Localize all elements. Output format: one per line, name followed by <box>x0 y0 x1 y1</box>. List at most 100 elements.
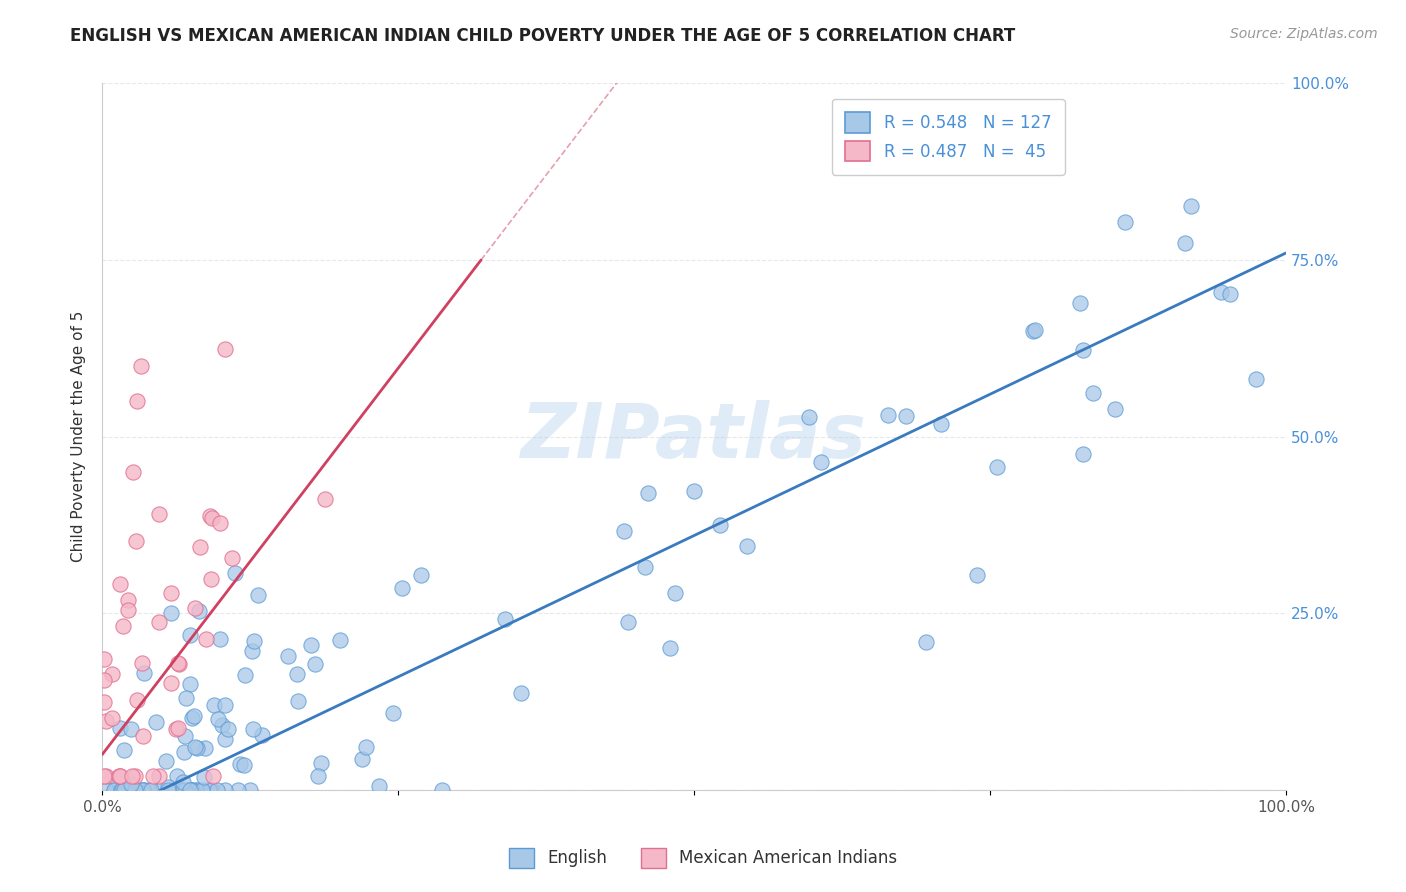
Point <box>148 769 170 783</box>
Point <box>188 540 211 554</box>
Point <box>93 652 115 666</box>
Point <box>709 517 731 532</box>
Point <box>207 782 229 797</box>
Point <box>142 769 165 783</box>
Point <box>186 782 208 797</box>
Point <box>111 782 134 797</box>
Point <box>354 739 377 754</box>
Point <box>285 666 308 681</box>
Point <box>250 729 273 743</box>
Point <box>160 586 183 600</box>
Point <box>202 698 225 712</box>
Point <box>112 619 135 633</box>
Point <box>103 782 125 797</box>
Point <box>132 782 155 797</box>
Point <box>613 524 636 538</box>
Point <box>239 782 262 797</box>
Point <box>616 615 638 630</box>
Point <box>127 394 149 409</box>
Point <box>129 359 152 373</box>
Point <box>509 686 531 700</box>
Point <box>914 635 936 649</box>
Point <box>112 743 135 757</box>
Point <box>202 769 225 783</box>
Legend: R = 0.548   N = 127, R = 0.487   N =  45: R = 0.548 N = 127, R = 0.487 N = 45 <box>832 99 1064 175</box>
Point <box>1211 285 1233 300</box>
Point <box>197 782 219 797</box>
Point <box>169 657 191 672</box>
Point <box>226 782 249 797</box>
Point <box>180 710 202 724</box>
Point <box>167 656 190 670</box>
Point <box>1071 447 1094 461</box>
Point <box>208 632 231 646</box>
Point <box>183 708 205 723</box>
Point <box>120 777 142 791</box>
Point <box>194 740 217 755</box>
Point <box>117 592 139 607</box>
Text: ZIPatlas: ZIPatlas <box>522 400 868 474</box>
Point <box>240 643 263 657</box>
Point <box>108 769 131 783</box>
Point <box>124 533 146 548</box>
Point <box>242 722 264 736</box>
Point <box>1174 235 1197 250</box>
Point <box>214 698 236 712</box>
Point <box>96 782 118 797</box>
Point <box>172 775 194 789</box>
Point <box>986 460 1008 475</box>
Point <box>198 509 221 524</box>
Point <box>1024 323 1046 337</box>
Point <box>174 782 197 797</box>
Point <box>94 714 117 728</box>
Point <box>121 722 143 736</box>
Point <box>124 769 146 783</box>
Point <box>191 782 214 797</box>
Point <box>138 782 160 797</box>
Point <box>198 782 221 797</box>
Point <box>247 588 270 602</box>
Point <box>173 745 195 759</box>
Point <box>664 585 686 599</box>
Point <box>180 782 202 797</box>
Point <box>1071 343 1094 358</box>
Point <box>207 712 229 726</box>
Point <box>277 648 299 663</box>
Point <box>184 601 207 615</box>
Point <box>96 769 118 783</box>
Point <box>148 508 170 522</box>
Point <box>217 723 239 737</box>
Point <box>201 782 224 797</box>
Point <box>304 657 326 672</box>
Point <box>121 782 143 797</box>
Point <box>174 730 197 744</box>
Point <box>93 695 115 709</box>
Point <box>1180 199 1202 213</box>
Point <box>432 782 454 797</box>
Point <box>633 560 655 574</box>
Point <box>1104 402 1126 417</box>
Point <box>103 782 125 797</box>
Point <box>232 758 254 772</box>
Point <box>156 782 179 797</box>
Point <box>659 640 682 655</box>
Point <box>299 638 322 652</box>
Point <box>287 694 309 708</box>
Point <box>114 782 136 797</box>
Text: ENGLISH VS MEXICAN AMERICAN INDIAN CHILD POVERTY UNDER THE AGE OF 5 CORRELATION : ENGLISH VS MEXICAN AMERICAN INDIAN CHILD… <box>70 27 1015 45</box>
Point <box>329 633 352 648</box>
Point <box>179 676 201 690</box>
Point <box>409 568 432 582</box>
Point <box>122 465 145 479</box>
Point <box>1081 386 1104 401</box>
Point <box>101 667 124 681</box>
Point <box>314 491 336 506</box>
Point <box>735 539 758 553</box>
Point <box>200 572 222 586</box>
Point <box>179 782 201 797</box>
Point <box>93 673 115 688</box>
Point <box>124 782 146 797</box>
Point <box>121 769 143 783</box>
Point <box>180 782 202 797</box>
Point <box>307 769 329 783</box>
